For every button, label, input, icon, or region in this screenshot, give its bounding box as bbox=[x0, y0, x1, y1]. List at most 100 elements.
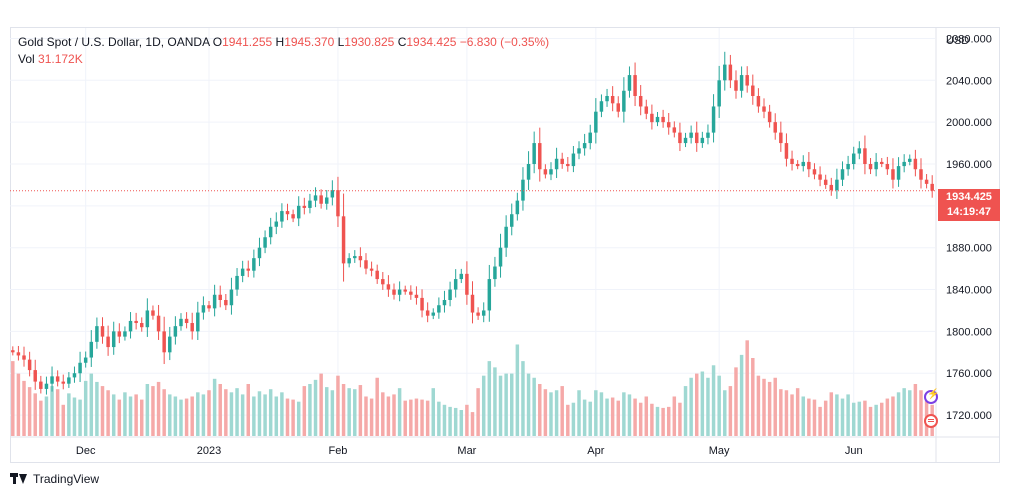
volume-bar bbox=[39, 400, 43, 436]
candle-body bbox=[252, 258, 256, 271]
volume-bar bbox=[465, 404, 469, 436]
candle-body bbox=[582, 143, 587, 149]
volume-bar bbox=[224, 389, 228, 436]
volume-bar bbox=[840, 398, 845, 436]
volume-bar bbox=[795, 388, 800, 436]
candle-body bbox=[364, 260, 368, 269]
candle-body bbox=[39, 381, 43, 389]
lightning-icon[interactable] bbox=[924, 389, 939, 404]
volume-bar bbox=[448, 406, 452, 436]
candle-body bbox=[381, 279, 385, 285]
y-tick-label: 1800.000 bbox=[946, 326, 992, 338]
candle-body bbox=[880, 161, 884, 164]
volume-bar bbox=[403, 400, 407, 436]
footer-brand[interactable]: TradingView bbox=[10, 472, 99, 486]
y-tick-label: 2000.000 bbox=[946, 117, 992, 129]
candle-body bbox=[403, 289, 407, 292]
volume-bar bbox=[106, 390, 110, 436]
volume-bar bbox=[369, 398, 374, 436]
volume-bar bbox=[493, 367, 497, 436]
volume-bar bbox=[695, 373, 699, 436]
volume-bar bbox=[358, 385, 363, 436]
volume-bar bbox=[751, 358, 755, 436]
volume-bar bbox=[683, 386, 688, 436]
candle-body bbox=[67, 377, 71, 384]
volume-bar bbox=[829, 392, 834, 436]
volume-bar bbox=[453, 407, 458, 436]
candle-body bbox=[240, 268, 245, 276]
volume-bar bbox=[633, 398, 637, 436]
candle-body bbox=[263, 237, 267, 248]
candle-body bbox=[616, 103, 620, 112]
volume-bar bbox=[818, 406, 822, 436]
candle-body bbox=[476, 312, 480, 316]
volume-bar bbox=[504, 373, 508, 436]
candle-body bbox=[751, 85, 755, 96]
flag-icon[interactable] bbox=[924, 414, 938, 428]
candle-body bbox=[33, 370, 37, 382]
volume-bar bbox=[846, 394, 850, 436]
candle-body bbox=[325, 197, 329, 204]
candle-body bbox=[196, 312, 200, 332]
volume-bar bbox=[908, 390, 912, 436]
volume-bar bbox=[184, 398, 189, 436]
volume-bar bbox=[543, 389, 548, 436]
volume-bar bbox=[285, 398, 290, 436]
candle-body bbox=[521, 179, 525, 201]
volume-bar bbox=[880, 402, 884, 436]
volume-bar bbox=[706, 377, 710, 436]
candle-body bbox=[773, 122, 777, 133]
volume-bar bbox=[100, 386, 105, 436]
candle-body bbox=[386, 284, 391, 290]
volume-bar bbox=[268, 389, 273, 436]
candle-body bbox=[246, 268, 250, 271]
volume-bar bbox=[874, 404, 878, 436]
candle-body bbox=[678, 132, 682, 144]
volume-bar bbox=[762, 378, 766, 436]
candle-body bbox=[420, 297, 424, 311]
volume-bar bbox=[95, 381, 99, 436]
volume-bar bbox=[425, 400, 430, 436]
candle-body bbox=[874, 161, 878, 170]
volume-bar bbox=[538, 384, 542, 436]
candle-body bbox=[330, 190, 335, 198]
volume-bar bbox=[571, 402, 576, 436]
symbol-title[interactable]: Gold Spot / U.S. Dollar, 1D, OANDA bbox=[18, 35, 210, 49]
candle-body bbox=[767, 111, 772, 123]
candle-body bbox=[123, 331, 127, 337]
volume-bar bbox=[672, 396, 677, 436]
volume-bar bbox=[117, 399, 122, 436]
volume-bar bbox=[739, 354, 744, 436]
candle-body bbox=[510, 214, 514, 227]
candle-body bbox=[594, 111, 598, 133]
y-tick-label: 1840.000 bbox=[946, 285, 992, 297]
volume-bar bbox=[700, 371, 705, 436]
candle-body bbox=[504, 226, 508, 248]
volume-bar bbox=[212, 378, 217, 436]
volume-bar bbox=[902, 388, 906, 436]
candle-body bbox=[425, 310, 430, 316]
candle-body bbox=[72, 373, 77, 378]
candle-body bbox=[431, 312, 435, 316]
volume-bar bbox=[885, 398, 890, 436]
candle-body bbox=[829, 184, 834, 191]
volume-bar bbox=[179, 399, 183, 436]
volume-bar bbox=[723, 390, 727, 436]
tradingview-logo-icon bbox=[10, 473, 27, 485]
candle-body bbox=[919, 169, 923, 180]
candle-body bbox=[728, 64, 733, 81]
candle-body bbox=[274, 221, 279, 227]
y-tick-label: 2080.000 bbox=[946, 33, 992, 45]
volume-bar bbox=[201, 394, 206, 436]
volume-bar bbox=[392, 394, 396, 436]
volume-bar bbox=[577, 390, 581, 436]
candle-body bbox=[308, 200, 312, 208]
volume-bar bbox=[145, 384, 150, 436]
candle-body bbox=[61, 381, 65, 384]
volume-bar bbox=[252, 396, 256, 436]
volume-bar bbox=[156, 381, 161, 436]
chart-frame bbox=[10, 27, 1000, 463]
candle-body bbox=[145, 310, 150, 328]
volume-bar bbox=[919, 390, 923, 436]
